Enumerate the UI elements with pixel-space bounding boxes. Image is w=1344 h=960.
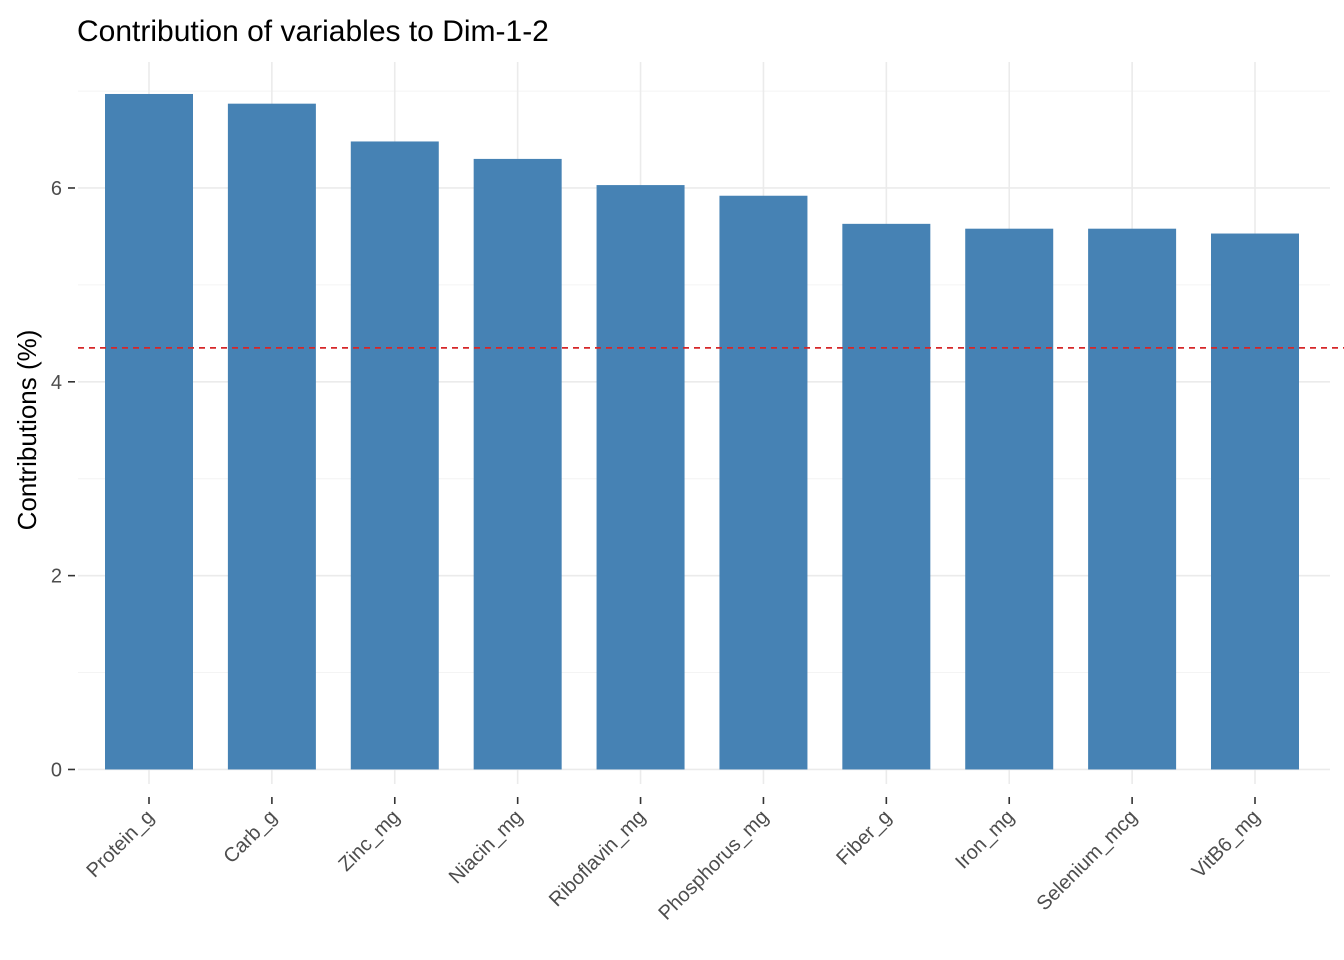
y-tick-label: 6	[51, 178, 62, 200]
y-axis-label: Contributions (%)	[12, 330, 42, 531]
bar-Carb_g	[227, 103, 316, 770]
y-tick-label: 2	[51, 566, 62, 588]
x-axis: Protein_g Carb_g Zinc_mg Niacin_mg Riboflavi…	[82, 797, 1265, 925]
bar-Protein_g	[105, 93, 193, 770]
x-tick-label: Niacin_mg	[445, 806, 527, 888]
y-tick-label: 0	[51, 759, 62, 781]
bar-Phosphorus_mg	[719, 195, 808, 770]
bars	[105, 93, 1299, 770]
bar-Niacin_mg	[473, 158, 562, 770]
bar-Riboflavin_mg	[596, 185, 685, 770]
x-tick-label: Carb_g	[219, 806, 281, 868]
y-tick-label: 4	[51, 372, 62, 394]
bar-Iron_mg	[965, 228, 1054, 770]
chart-title: Contribution of variables to Dim-1-2	[77, 15, 549, 48]
bar-Fiber_g	[842, 223, 931, 770]
x-tick-label: Protein_g	[82, 806, 158, 882]
bar-Zinc_mg	[350, 141, 439, 770]
bar-Selenium_mcg	[1088, 228, 1177, 770]
y-axis: 0 2 4 6	[51, 178, 75, 781]
x-tick-label: Fiber_g	[832, 806, 896, 870]
x-tick-label: VitB6_mg	[1188, 806, 1265, 883]
x-tick-label: Selenium_mcg	[1033, 806, 1142, 915]
x-tick-label: Phosphorus_mg	[654, 806, 773, 925]
x-tick-label: Riboflavin_mg	[545, 806, 650, 911]
x-tick-label: Iron_mg	[951, 806, 1018, 873]
x-tick-label: Zinc_mg	[335, 806, 405, 876]
bar-VitB6_mg	[1211, 233, 1299, 770]
